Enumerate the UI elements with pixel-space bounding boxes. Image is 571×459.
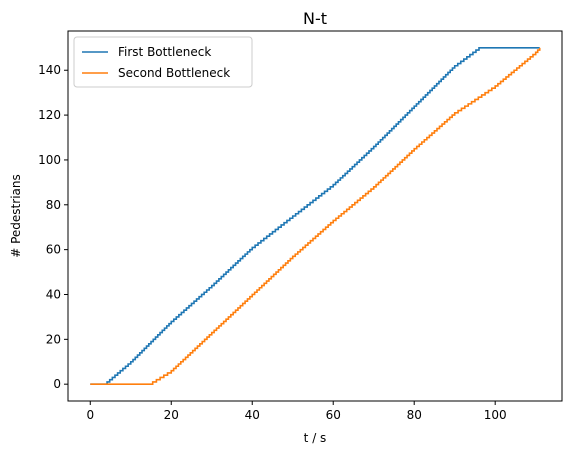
x-axis-ticks: 0 20 40 60 80 100 bbox=[86, 401, 507, 422]
y-tick-label: 100 bbox=[38, 153, 61, 167]
x-axis-label: t / s bbox=[304, 431, 327, 445]
legend: First Bottleneck Second Bottleneck bbox=[73, 36, 253, 88]
chart-title: N-t bbox=[303, 9, 327, 28]
series-line-1 bbox=[90, 47, 540, 385]
y-tick-label: 140 bbox=[38, 63, 61, 77]
y-tick-label: 60 bbox=[46, 243, 61, 257]
series-line-2 bbox=[90, 47, 541, 385]
x-tick-label: 0 bbox=[86, 408, 94, 422]
legend-label-2: Second Bottleneck bbox=[118, 66, 230, 80]
y-axis-label: # Pedestrians bbox=[9, 174, 23, 258]
legend-label-1: First Bottleneck bbox=[118, 45, 211, 59]
legend-box bbox=[73, 36, 253, 88]
y-tick-label: 80 bbox=[46, 198, 61, 212]
y-axis-ticks: 0 20 40 60 80 100 120 140 bbox=[38, 63, 68, 391]
y-tick-label: 0 bbox=[53, 377, 61, 391]
y-tick-label: 20 bbox=[46, 332, 61, 346]
x-tick-label: 40 bbox=[245, 408, 260, 422]
x-tick-label: 100 bbox=[484, 408, 507, 422]
x-tick-label: 60 bbox=[326, 408, 341, 422]
y-tick-label: 120 bbox=[38, 108, 61, 122]
axes-frame bbox=[67, 30, 563, 402]
x-tick-label: 80 bbox=[407, 408, 422, 422]
y-tick-label: 40 bbox=[46, 287, 61, 301]
plot-lines bbox=[90, 47, 541, 385]
x-tick-label: 20 bbox=[164, 408, 179, 422]
